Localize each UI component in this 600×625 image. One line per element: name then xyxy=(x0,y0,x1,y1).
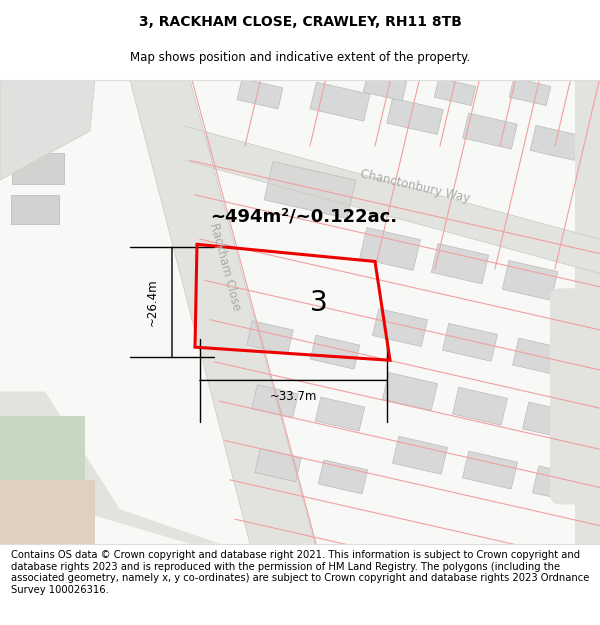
Polygon shape xyxy=(0,416,85,485)
Bar xyxy=(523,402,578,440)
Bar xyxy=(310,335,360,369)
Polygon shape xyxy=(0,80,95,180)
Bar xyxy=(264,161,356,219)
Bar xyxy=(431,244,489,284)
Bar xyxy=(318,460,368,494)
Bar xyxy=(363,73,407,101)
Polygon shape xyxy=(0,480,95,544)
Polygon shape xyxy=(185,126,600,274)
Bar xyxy=(387,98,443,134)
FancyBboxPatch shape xyxy=(550,288,600,504)
Bar xyxy=(252,384,298,418)
Text: Map shows position and indicative extent of the property.: Map shows position and indicative extent… xyxy=(130,51,470,64)
Bar xyxy=(502,261,558,301)
Bar xyxy=(442,323,497,361)
Bar xyxy=(255,449,301,482)
Bar xyxy=(530,126,580,160)
Polygon shape xyxy=(130,80,315,544)
Bar xyxy=(310,82,370,121)
Text: ~26.4m: ~26.4m xyxy=(146,279,158,326)
Polygon shape xyxy=(0,391,220,544)
Bar xyxy=(434,78,476,106)
Text: 3, RACKHAM CLOSE, CRAWLEY, RH11 8TB: 3, RACKHAM CLOSE, CRAWLEY, RH11 8TB xyxy=(139,16,461,29)
Bar xyxy=(509,78,551,106)
Bar xyxy=(532,466,587,504)
Bar xyxy=(392,436,448,474)
Polygon shape xyxy=(575,80,600,544)
Bar xyxy=(512,338,568,376)
Bar xyxy=(452,388,508,425)
Text: Contains OS data © Crown copyright and database right 2021. This information is : Contains OS data © Crown copyright and d… xyxy=(11,550,589,595)
Polygon shape xyxy=(130,80,280,544)
Bar xyxy=(12,152,64,184)
Bar xyxy=(575,278,600,314)
Text: ~494m²/~0.122ac.: ~494m²/~0.122ac. xyxy=(210,207,397,225)
Bar xyxy=(11,102,65,140)
Text: Chanctonbury Way: Chanctonbury Way xyxy=(359,167,471,205)
Bar xyxy=(382,372,437,411)
Bar xyxy=(11,195,59,224)
Text: Rackham Close: Rackham Close xyxy=(207,221,243,312)
Bar xyxy=(315,397,365,431)
Bar xyxy=(463,451,518,489)
Bar xyxy=(373,309,428,346)
Bar xyxy=(359,228,421,271)
Bar xyxy=(237,79,283,109)
Bar xyxy=(463,113,517,149)
Bar xyxy=(247,321,293,354)
Text: ~33.7m: ~33.7m xyxy=(270,389,317,402)
Text: 3: 3 xyxy=(310,289,328,318)
